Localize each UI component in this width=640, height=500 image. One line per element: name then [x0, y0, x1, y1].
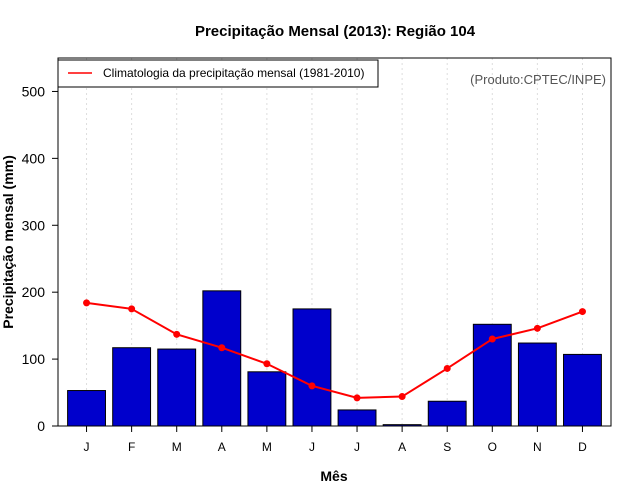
- climatology-line: [86, 301, 583, 399]
- climatology-point-4: [218, 344, 226, 352]
- x-tick-label: O: [488, 440, 497, 454]
- bar-1: [67, 390, 106, 427]
- x-axis-title: Mês: [320, 468, 347, 484]
- bar-7: [337, 409, 377, 427]
- x-tick-label: M: [172, 440, 182, 454]
- y-tick-label: 200: [22, 284, 46, 300]
- legend-label: Climatologia da precipitação mensal (198…: [103, 66, 364, 80]
- climatology-point-7: [353, 394, 361, 402]
- y-tick-label: 400: [22, 150, 46, 166]
- credit-label: (Produto:CPTEC/INPE): [470, 72, 606, 87]
- y-tick-label: 500: [22, 83, 46, 99]
- y-tick-label: 100: [22, 351, 46, 367]
- x-tick-label: S: [443, 440, 451, 454]
- climatology-point-10: [488, 335, 496, 343]
- x-tick-label: A: [398, 440, 406, 454]
- legend-box: [57, 59, 379, 88]
- climatology-point-8: [398, 393, 406, 401]
- x-tick-label: J: [309, 440, 315, 454]
- x-tick-label: J: [354, 440, 360, 454]
- climatology-point-5: [263, 360, 271, 368]
- x-tick-label: M: [262, 440, 272, 454]
- bar-layer: [67, 290, 602, 427]
- x-tick-label: N: [533, 440, 542, 454]
- climatology-point-12: [578, 308, 586, 316]
- legend: Climatologia da precipitação mensal (198…: [57, 59, 379, 88]
- y-tick-label: 300: [22, 217, 46, 233]
- climatology-point-3: [173, 330, 181, 338]
- bar-9: [427, 400, 467, 427]
- plot-frame: [57, 57, 612, 427]
- y-tick-label: 0: [37, 418, 45, 434]
- x-tick-label: J: [84, 440, 90, 454]
- bar-6: [292, 308, 332, 427]
- axis-layer: 0 100 200 300 400 500 J F M A M J J A S O N D: [22, 83, 587, 454]
- climatology-point-6: [308, 382, 316, 390]
- x-tick-label: F: [128, 440, 135, 454]
- climatology-point-11: [533, 324, 541, 332]
- climatology-point-2: [128, 305, 136, 313]
- climatology-point-9: [443, 364, 451, 372]
- bar-3: [157, 348, 197, 427]
- bar-12: [563, 353, 602, 427]
- bar-4: [202, 290, 242, 427]
- chart-title: Precipitação Mensal (2013): Região 104: [195, 23, 476, 40]
- x-tick-label: D: [578, 440, 587, 454]
- x-tick-label: A: [218, 440, 226, 454]
- bar-5: [247, 371, 287, 427]
- bar-2: [112, 347, 152, 427]
- y-axis-title: Precipitação mensal (mm): [0, 155, 16, 329]
- climatology-point-1: [83, 299, 91, 307]
- bar-11: [517, 342, 557, 427]
- line-layer: [83, 299, 586, 402]
